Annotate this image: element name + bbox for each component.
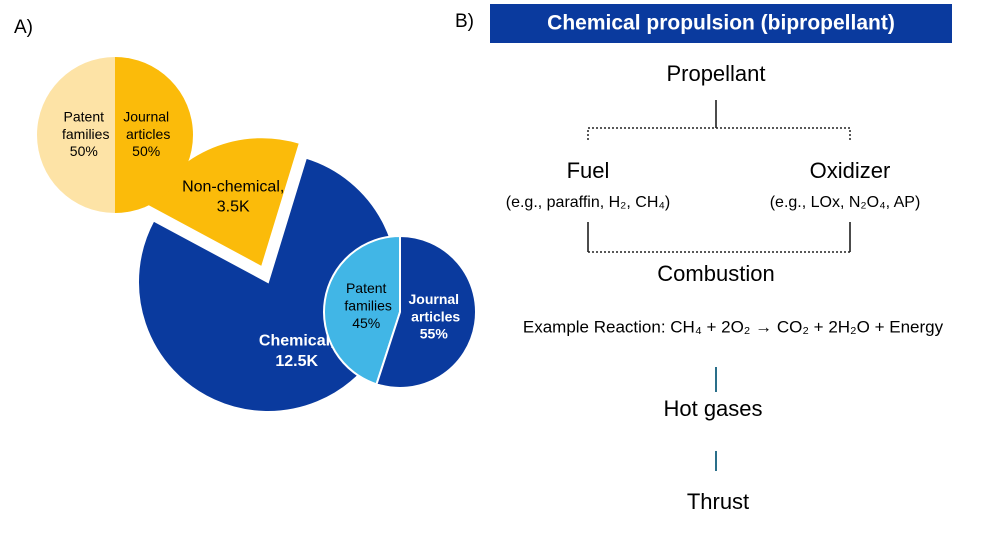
pie-slice [115, 57, 193, 213]
slice-label-line: articles [407, 308, 460, 324]
slice-label-line: families [341, 297, 392, 313]
slice-label-line: Patent [64, 108, 105, 124]
slice-label-line: Journal [408, 291, 459, 307]
slice-label: Patent families [58, 108, 109, 142]
slice-label-line: families [58, 126, 109, 142]
slice-label: Chemical, [259, 333, 335, 350]
value-label: 12.5K [275, 353, 318, 370]
value-label: 50% [132, 143, 160, 159]
fuel-example: (e.g., paraffin, H₂, CH₄) [506, 194, 671, 211]
fuel: Fuel [567, 158, 610, 183]
slice-label-line: Chemical, [259, 333, 335, 350]
slice-label-line: articles [122, 126, 170, 142]
panel-label: A) [14, 17, 33, 38]
pie-slice [323, 234, 401, 386]
panel-b: B) Chemical propulsion (bipropellant) Pr… [455, 4, 952, 514]
oxidizer: Oxidizer [810, 158, 891, 183]
value-label: 50% [70, 143, 98, 159]
slice-label: Journal articles [407, 291, 460, 325]
title-box [490, 4, 952, 43]
value-label: 3.5K [217, 199, 250, 216]
pie-slice [375, 234, 477, 389]
panel-label: B) [455, 11, 474, 32]
bracket [587, 127, 851, 140]
slice-label-line: Patent [346, 280, 387, 296]
slice-label-line: Non-chemical, [182, 179, 284, 196]
oxidizer-example: (e.g., LOx, N₂O₄, AP) [770, 194, 921, 211]
value-label: 55% [420, 326, 449, 342]
combustion: Combustion [657, 261, 774, 286]
slice-label: Non-chemical, [182, 179, 284, 196]
panel-a: Chemical, 12.5K Non-chemical, 3.5K Patent fa… [37, 57, 477, 413]
title: Chemical propulsion (bipropellant) [547, 12, 895, 35]
slice-label-line: Journal [123, 108, 169, 124]
hot-gases: Hot gases [663, 396, 762, 421]
propellant: Propellant [666, 61, 765, 86]
pie-slice [37, 57, 115, 213]
slice-label: Journal articles [122, 108, 170, 142]
value-label: 45% [352, 315, 380, 331]
reaction: Example Reaction: CH₄ + 2O₂ → CO₂ + 2H₂O… [523, 317, 944, 336]
slice-label: Patent families [341, 280, 392, 314]
thrust: Thrust [687, 489, 749, 514]
